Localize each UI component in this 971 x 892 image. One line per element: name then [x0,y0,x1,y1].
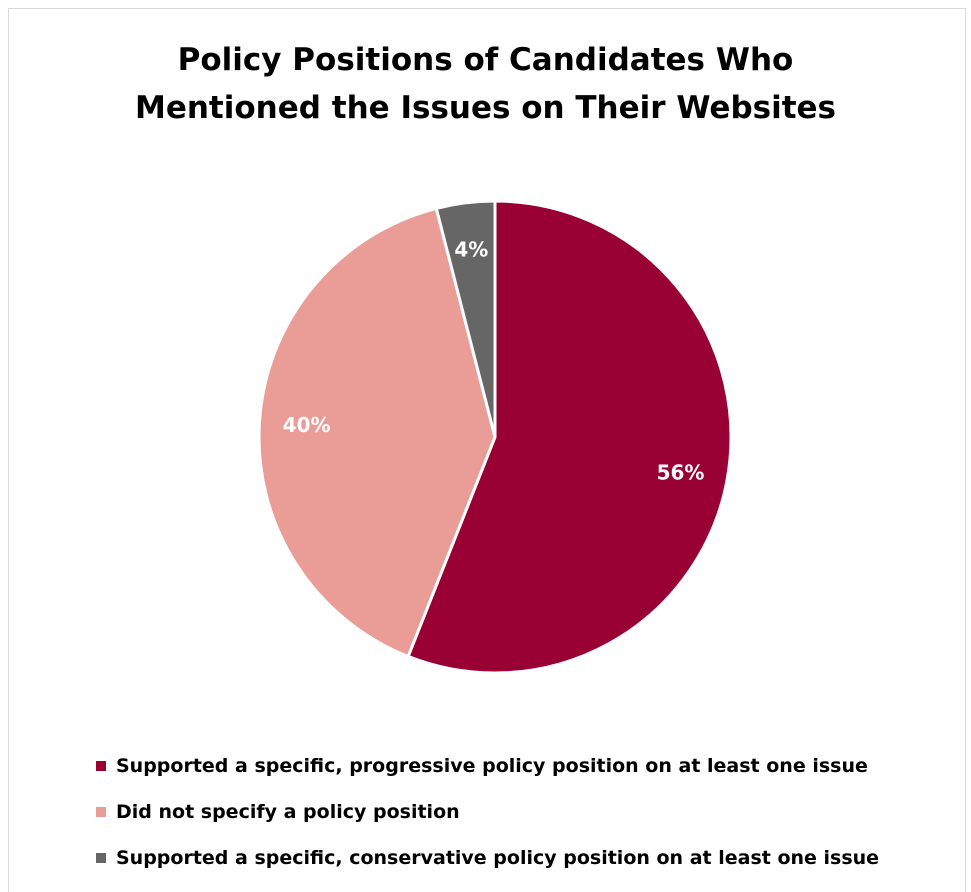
pie-data-labels: 56% 40% 4% [283,238,705,485]
data-label-conservative: 4% [454,238,488,262]
data-label-progressive: 56% [657,460,705,484]
legend-label-conservative: Supported a specific, conservative polic… [116,847,880,869]
legend-item-progressive: Supported a specific, progressive policy… [96,752,956,780]
chart-title-line-1: Policy Positions of Candidates Who [177,42,794,78]
pie-slice-unspecified [257,206,497,658]
legend-item-conservative: Supported a specific, conservative polic… [96,844,956,872]
legend-swatch-progressive [96,761,106,771]
pie-slice-progressive [406,199,733,675]
legend-label-progressive: Supported a specific, progressive policy… [116,755,868,777]
legend: Supported a specific, progressive policy… [96,752,956,890]
legend-item-unspecified: Did not specify a policy position [96,798,956,826]
legend-swatch-conservative [96,853,106,863]
chart-title: Policy Positions of Candidates Who Menti… [0,36,971,132]
pie-slices [257,199,733,675]
data-label-unspecified: 40% [283,413,331,437]
legend-label-unspecified: Did not specify a policy position [116,801,460,823]
legend-swatch-unspecified [96,807,106,817]
pie-slice-conservative [434,199,497,439]
chart-title-line-2: Mentioned the Issues on Their Websites [134,90,837,126]
